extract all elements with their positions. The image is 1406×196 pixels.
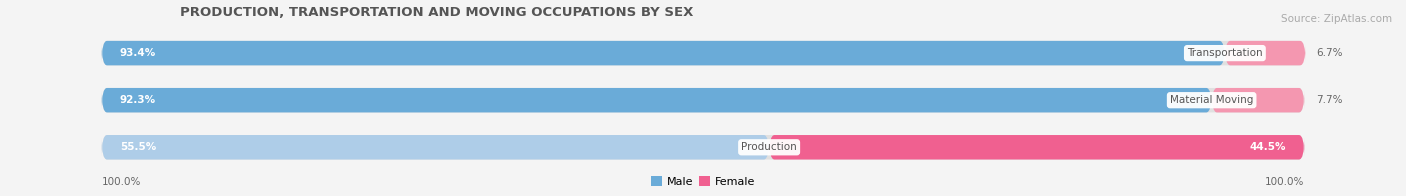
Text: Transportation: Transportation bbox=[1187, 48, 1263, 58]
FancyBboxPatch shape bbox=[1225, 41, 1305, 65]
FancyBboxPatch shape bbox=[101, 135, 769, 160]
Text: PRODUCTION, TRANSPORTATION AND MOVING OCCUPATIONS BY SEX: PRODUCTION, TRANSPORTATION AND MOVING OC… bbox=[180, 5, 693, 19]
Text: 100.0%: 100.0% bbox=[1265, 177, 1305, 187]
Text: 55.5%: 55.5% bbox=[120, 142, 156, 152]
Text: Material Moving: Material Moving bbox=[1170, 95, 1253, 105]
Text: 92.3%: 92.3% bbox=[120, 95, 156, 105]
Text: 100.0%: 100.0% bbox=[101, 177, 141, 187]
FancyBboxPatch shape bbox=[101, 88, 1212, 113]
Text: 6.7%: 6.7% bbox=[1316, 48, 1343, 58]
Legend: Male, Female: Male, Female bbox=[647, 171, 759, 191]
Text: Production: Production bbox=[741, 142, 797, 152]
FancyBboxPatch shape bbox=[769, 135, 1305, 160]
FancyBboxPatch shape bbox=[101, 41, 1305, 65]
Text: 93.4%: 93.4% bbox=[120, 48, 156, 58]
FancyBboxPatch shape bbox=[101, 135, 1305, 160]
Text: Source: ZipAtlas.com: Source: ZipAtlas.com bbox=[1281, 14, 1392, 24]
Text: 44.5%: 44.5% bbox=[1250, 142, 1286, 152]
FancyBboxPatch shape bbox=[1212, 88, 1305, 113]
Text: 7.7%: 7.7% bbox=[1316, 95, 1343, 105]
FancyBboxPatch shape bbox=[101, 88, 1305, 113]
FancyBboxPatch shape bbox=[101, 41, 1225, 65]
